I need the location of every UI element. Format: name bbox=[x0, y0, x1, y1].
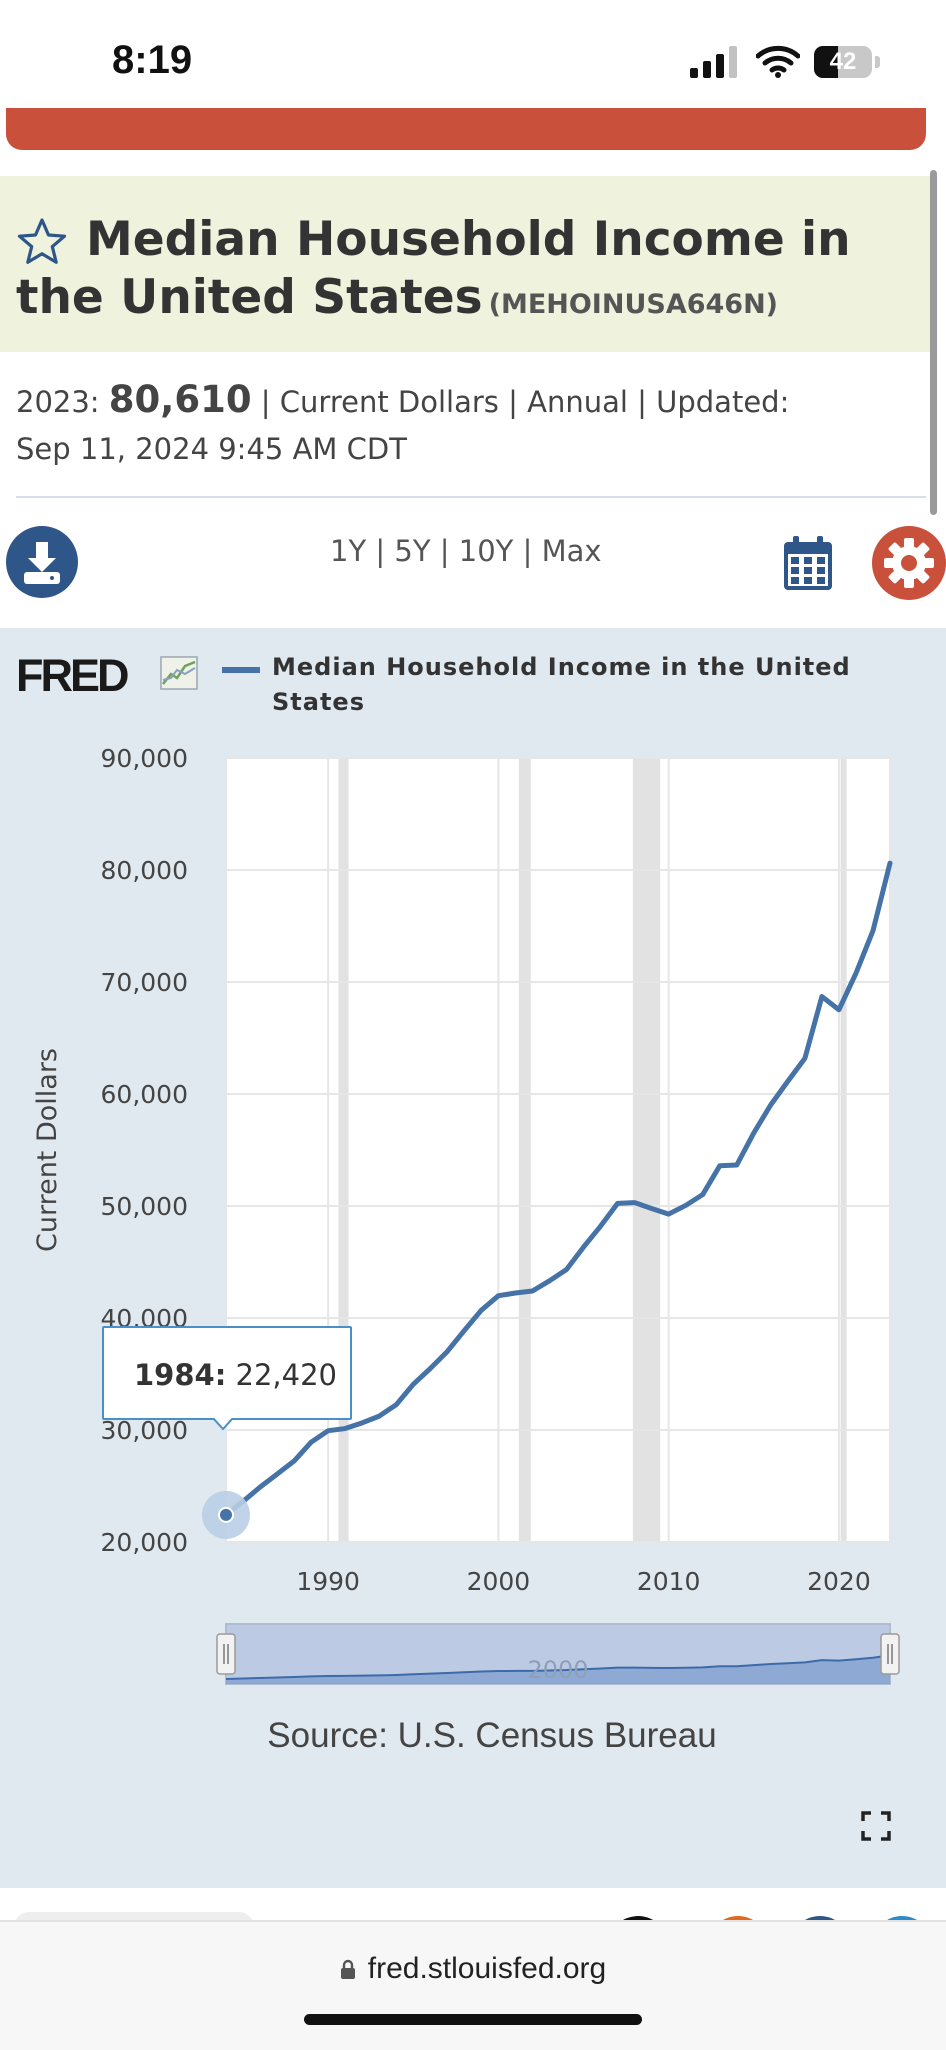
highlighted-point bbox=[218, 1506, 234, 1523]
star-icon[interactable] bbox=[16, 216, 68, 268]
line-chart[interactable]: 20,00030,00040,00050,00060,00070,00080,0… bbox=[0, 628, 946, 1888]
date-range-selector: 1Y | 5Y | 10Y | Max bbox=[330, 534, 602, 568]
y-tick-label: 80,000 bbox=[101, 856, 188, 885]
y-tick-label: 20,000 bbox=[101, 1528, 188, 1557]
range-navigator: 2000 bbox=[216, 1623, 900, 1685]
meta-value: 80,610 bbox=[108, 378, 252, 421]
gear-icon bbox=[884, 538, 934, 588]
x-gridlines bbox=[225, 758, 891, 1542]
series-id: (MEHOINUSA646N) bbox=[488, 289, 779, 320]
navigator-tick-label: 2000 bbox=[527, 1656, 588, 1684]
page-title-line2: the United States (MEHOINUSA646N) bbox=[16, 270, 778, 325]
y-tick-label: 60,000 bbox=[101, 1080, 188, 1109]
browser-url-bar[interactable] bbox=[0, 1920, 946, 2050]
navigator-handle[interactable] bbox=[216, 1633, 236, 1675]
recession-band bbox=[840, 758, 847, 1542]
fred-logo-graph-icon bbox=[160, 656, 198, 690]
legend-label[interactable]: Median Household Income in the United St… bbox=[272, 653, 851, 716]
battery-icon: 42 bbox=[814, 46, 884, 80]
url-text[interactable]: fred.stlouisfed.org bbox=[0, 1952, 946, 1986]
tooltip-value: 22,420 bbox=[235, 1358, 338, 1392]
range-separator: | bbox=[513, 534, 542, 568]
range-1y[interactable]: 1Y bbox=[330, 534, 367, 568]
settings-button[interactable] bbox=[872, 526, 946, 600]
range-10y[interactable]: 10Y bbox=[458, 534, 514, 568]
range-5y[interactable]: 5Y bbox=[394, 534, 431, 568]
site-header-banner[interactable] bbox=[6, 108, 926, 150]
x-tick-label: 2010 bbox=[637, 1567, 701, 1596]
x-tick-label: 2000 bbox=[467, 1567, 531, 1596]
wifi-icon bbox=[756, 45, 800, 78]
fullscreen-icon[interactable] bbox=[860, 1810, 892, 1842]
calendar-icon[interactable] bbox=[782, 534, 834, 592]
status-time: 8:19 bbox=[112, 38, 193, 82]
range-separator: | bbox=[430, 534, 459, 568]
navigator-handle[interactable] bbox=[880, 1633, 900, 1675]
tooltip-year: 1984: bbox=[134, 1358, 227, 1392]
data-tooltip: 1984: 22,420 bbox=[102, 1326, 352, 1420]
latest-observation: 2023: 80,610 | Current Dollars | Annual … bbox=[16, 378, 789, 421]
page-title-line2-text: the United States bbox=[16, 270, 483, 325]
y-tick-labels: 20,00030,00040,00050,00060,00070,00080,0… bbox=[101, 744, 188, 1557]
y-tick-label: 90,000 bbox=[101, 744, 188, 773]
series-line bbox=[223, 860, 893, 1518]
meta-details: | Current Dollars | Annual | Updated: bbox=[251, 385, 790, 419]
recession-band bbox=[632, 758, 661, 1542]
range-separator: | bbox=[366, 534, 395, 568]
page-scrollbar[interactable] bbox=[930, 170, 937, 515]
recession-bands bbox=[338, 758, 847, 1542]
y-tick-label: 50,000 bbox=[101, 1192, 188, 1221]
recession-band bbox=[338, 758, 349, 1542]
chart-source: Source: U.S. Census Bureau bbox=[267, 1716, 717, 1755]
x-tick-label: 1990 bbox=[296, 1567, 360, 1596]
y-tick-label: 30,000 bbox=[101, 1416, 188, 1445]
download-icon bbox=[24, 542, 60, 584]
legend-swatch bbox=[222, 667, 260, 673]
meta-updated: Sep 11, 2024 9:45 AM CDT bbox=[16, 432, 407, 466]
plot-area bbox=[226, 758, 890, 1542]
x-tick-label: 2020 bbox=[807, 1567, 871, 1596]
fred-logo[interactable]: FRED bbox=[16, 650, 129, 701]
series-layer bbox=[202, 860, 893, 1539]
home-indicator[interactable] bbox=[304, 2014, 642, 2025]
page-title-line1: Median Household Income in bbox=[86, 212, 851, 267]
signal-icon bbox=[690, 46, 737, 78]
title-box bbox=[0, 176, 930, 352]
battery-level: 42 bbox=[829, 48, 857, 75]
range-max[interactable]: Max bbox=[541, 534, 602, 568]
y-tick-label: 70,000 bbox=[101, 968, 188, 997]
divider bbox=[16, 496, 926, 498]
url-label: fred.stlouisfed.org bbox=[367, 1952, 607, 1985]
x-tick-labels: 1990 2000 2010 2020 bbox=[296, 1567, 870, 1596]
lock-icon bbox=[340, 1959, 355, 1979]
y-axis-label: Current Dollars bbox=[32, 1048, 63, 1252]
status-bar: 8:19 42 bbox=[0, 0, 946, 115]
page-content-peek bbox=[0, 1888, 946, 1924]
recession-band bbox=[518, 758, 531, 1542]
navigator-line bbox=[225, 1654, 891, 1681]
tooltip-arrow bbox=[213, 1418, 233, 1431]
meta-year: 2023: bbox=[16, 385, 109, 419]
navigator-area bbox=[226, 1655, 890, 1684]
download-button[interactable] bbox=[6, 526, 78, 598]
